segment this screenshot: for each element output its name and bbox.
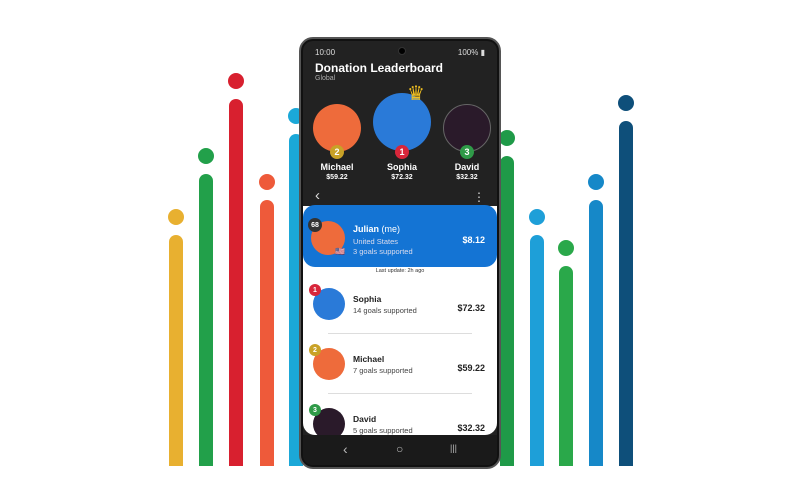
podium-name: Sophia — [386, 162, 417, 172]
decor-dot — [588, 174, 604, 190]
decor-bar — [199, 174, 213, 466]
decor-dot — [529, 209, 545, 225]
more-options-icon[interactable]: ⋮ — [473, 190, 485, 204]
rank-badge: 1 — [309, 284, 321, 296]
page-title: Donation Leaderboard — [315, 61, 444, 75]
page-subtitle: Global — [315, 75, 336, 82]
us-flag-icon: 🇺🇸 — [335, 247, 345, 256]
row-name: David — [353, 414, 377, 424]
decor-dot — [618, 95, 634, 111]
decor-dot — [228, 73, 244, 89]
row-name: Sophia — [353, 294, 382, 304]
back-icon[interactable]: ‹ — [315, 187, 320, 204]
rank-badge: 2 — [330, 145, 344, 159]
row-goals: 7 goals supported — [353, 366, 413, 375]
nav-home-icon[interactable]: ○ — [396, 442, 404, 456]
list-item[interactable]: 2 Michael 7 goals supported $59.22 — [303, 338, 497, 388]
row-amount: $59.22 — [457, 363, 485, 373]
podium-amount: $72.32 — [391, 174, 413, 181]
podium-amount: $59.22 — [326, 174, 348, 181]
my-rank-card[interactable]: 🇺🇸 68 Julian (me) United States 3 goals … — [303, 205, 497, 267]
list-item[interactable]: 3 David 5 goals supported $32.32 — [303, 398, 497, 448]
decor-bar — [169, 235, 183, 466]
decor-bar — [589, 200, 603, 466]
row-amount: $32.32 — [457, 423, 485, 433]
last-update: Last update: 2h ago — [375, 268, 425, 274]
status-battery: 100% ▮ — [457, 48, 485, 57]
decor-dot — [499, 130, 515, 146]
list-item[interactable]: 1 Sophia 14 goals supported $72.32 — [303, 278, 497, 328]
podium-name: David — [454, 162, 480, 172]
divider — [328, 333, 472, 334]
app-screen: 10:00 100% ▮ Donation Leaderboard Global… — [303, 41, 497, 465]
decor-bar — [229, 99, 243, 466]
rank-badge: 2 — [309, 344, 321, 356]
my-country: United States — [353, 237, 399, 246]
decor-bar — [559, 266, 573, 466]
decor-bar — [619, 121, 633, 466]
nav-recent-icon[interactable]: ||| — [450, 443, 458, 453]
row-goals: 5 goals supported — [353, 426, 413, 435]
decor-bar — [500, 156, 514, 466]
rank-badge: 3 — [460, 145, 474, 159]
divider — [328, 393, 472, 394]
rank-badge: 1 — [395, 145, 409, 159]
rank-badge: 68 — [308, 218, 322, 232]
row-amount: $72.32 — [457, 303, 485, 313]
decor-dot — [168, 209, 184, 225]
podium-name: Michael — [320, 162, 354, 172]
my-amount: $8.12 — [462, 235, 485, 245]
my-goals: 3 goals supported — [353, 247, 413, 256]
camera-icon — [398, 47, 406, 55]
decor-bar — [260, 200, 274, 466]
decor-dot — [198, 148, 214, 164]
my-name: Julian (me) — [353, 224, 401, 234]
phone-frame: 10:00 100% ▮ Donation Leaderboard Global… — [299, 37, 501, 469]
decor-bar — [530, 235, 544, 466]
decor-dot — [259, 174, 275, 190]
row-goals: 14 goals supported — [353, 306, 417, 315]
nav-back-icon[interactable]: ‹ — [343, 441, 348, 457]
crown-icon: ♛ — [407, 83, 425, 105]
system-nav-bar: ‹ ○ ||| — [303, 435, 497, 465]
rank-badge: 3 — [309, 404, 321, 416]
row-name: Michael — [353, 354, 385, 364]
decor-dot — [558, 240, 574, 256]
avatar-sophia[interactable] — [373, 93, 431, 151]
podium-amount: $32.32 — [456, 174, 478, 181]
status-time: 10:00 — [315, 48, 336, 57]
avatar-david[interactable] — [443, 104, 491, 152]
avatar-michael[interactable] — [313, 104, 361, 152]
